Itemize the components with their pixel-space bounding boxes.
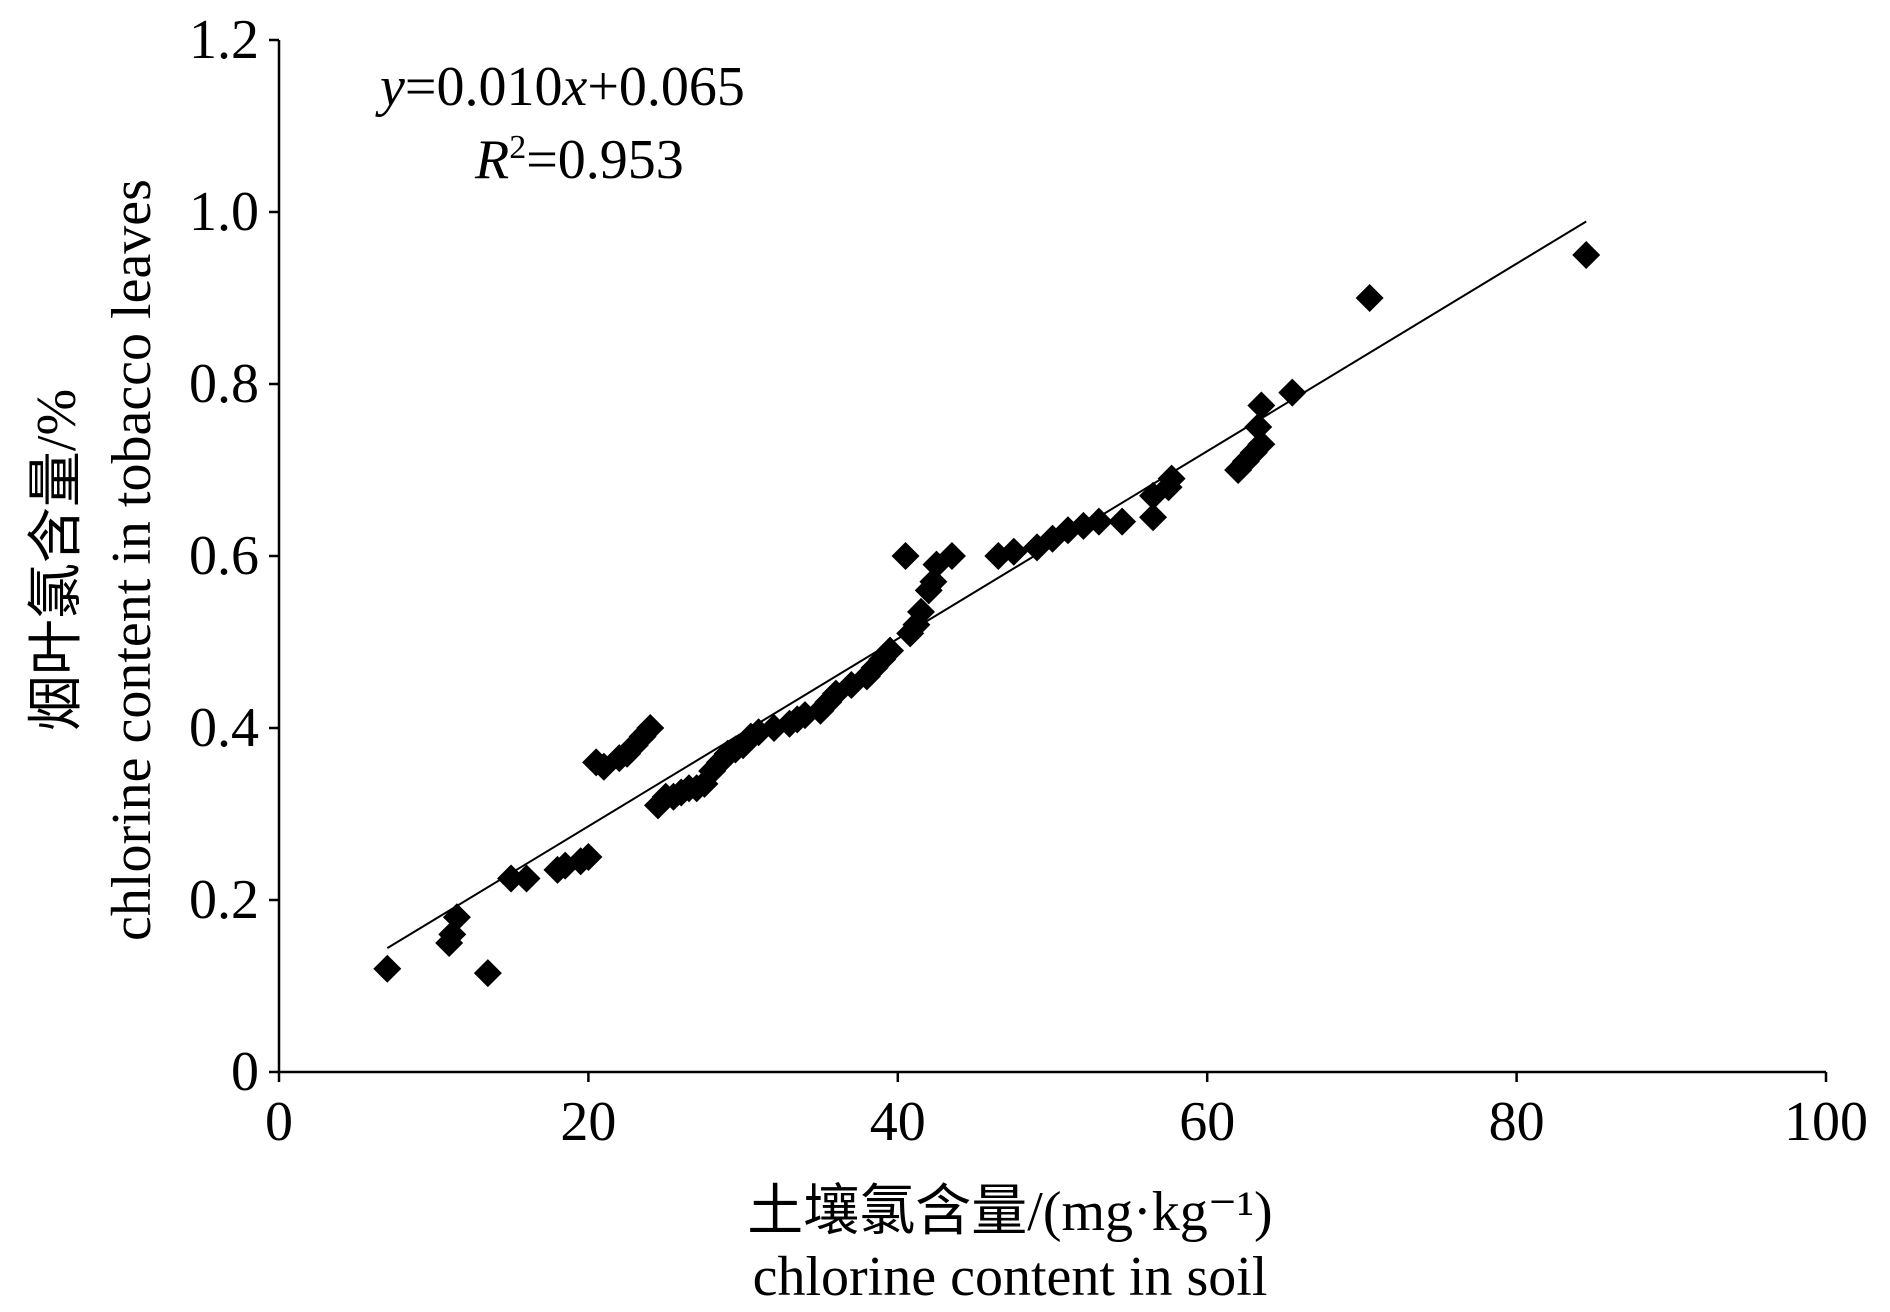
data-point bbox=[1157, 464, 1186, 493]
data-point bbox=[876, 636, 905, 665]
x-tick-label: 60 bbox=[1179, 1091, 1235, 1153]
trend-line bbox=[386, 220, 1587, 950]
data-points bbox=[373, 220, 1601, 988]
axes: 0 20 40 60 80 100 0 0.2 0.4 0.6 0.8 1.0 1.2 bbox=[189, 9, 1868, 1153]
x-tick-label: 80 bbox=[1489, 1091, 1545, 1153]
data-point bbox=[999, 537, 1028, 566]
data-point bbox=[512, 864, 541, 893]
y-tick-label: 1.0 bbox=[189, 181, 259, 243]
data-point bbox=[497, 864, 526, 893]
data-point bbox=[1108, 507, 1137, 536]
x-axis-label-en: chlorine content in soil bbox=[753, 1246, 1268, 1308]
data-point bbox=[1247, 391, 1276, 420]
data-point bbox=[907, 597, 936, 626]
y-tick-label: 0.4 bbox=[189, 697, 259, 759]
y-tick-label: 0.2 bbox=[189, 869, 259, 931]
data-point bbox=[937, 542, 966, 570]
r-squared: R2=0.953 bbox=[474, 129, 684, 191]
y-axis-label-cn: 烟叶氯含量/% bbox=[26, 389, 88, 731]
data-point bbox=[1139, 503, 1168, 532]
x-tick-label: 0 bbox=[265, 1091, 293, 1153]
data-point bbox=[442, 903, 471, 932]
data-point bbox=[574, 843, 603, 871]
data-point bbox=[373, 954, 402, 983]
data-point bbox=[1244, 413, 1273, 441]
y-tick-label: 0 bbox=[231, 1041, 259, 1103]
data-point bbox=[891, 542, 920, 570]
data-point bbox=[1247, 430, 1276, 459]
y-tick-label: 0.8 bbox=[189, 353, 259, 415]
x-tick-label: 100 bbox=[1784, 1091, 1868, 1153]
data-point bbox=[636, 714, 665, 742]
data-point bbox=[1572, 241, 1601, 269]
x-axis-label-cn: 土壤氯含量/(mg·kg⁻¹) bbox=[747, 1181, 1272, 1243]
data-point bbox=[1084, 507, 1113, 536]
y-tick-label: 1.2 bbox=[189, 9, 259, 71]
data-point bbox=[473, 959, 502, 988]
data-point bbox=[1355, 284, 1384, 312]
x-tick-label: 20 bbox=[560, 1091, 616, 1153]
x-tick-label: 40 bbox=[870, 1091, 926, 1153]
y-axis-label-en: chlorine content in tobacco leaves bbox=[101, 179, 163, 941]
y-tick-label: 0.6 bbox=[189, 525, 259, 587]
data-point bbox=[919, 567, 948, 596]
data-point bbox=[1278, 378, 1307, 407]
regression-equation: y=0.010x+0.065 bbox=[375, 56, 745, 118]
